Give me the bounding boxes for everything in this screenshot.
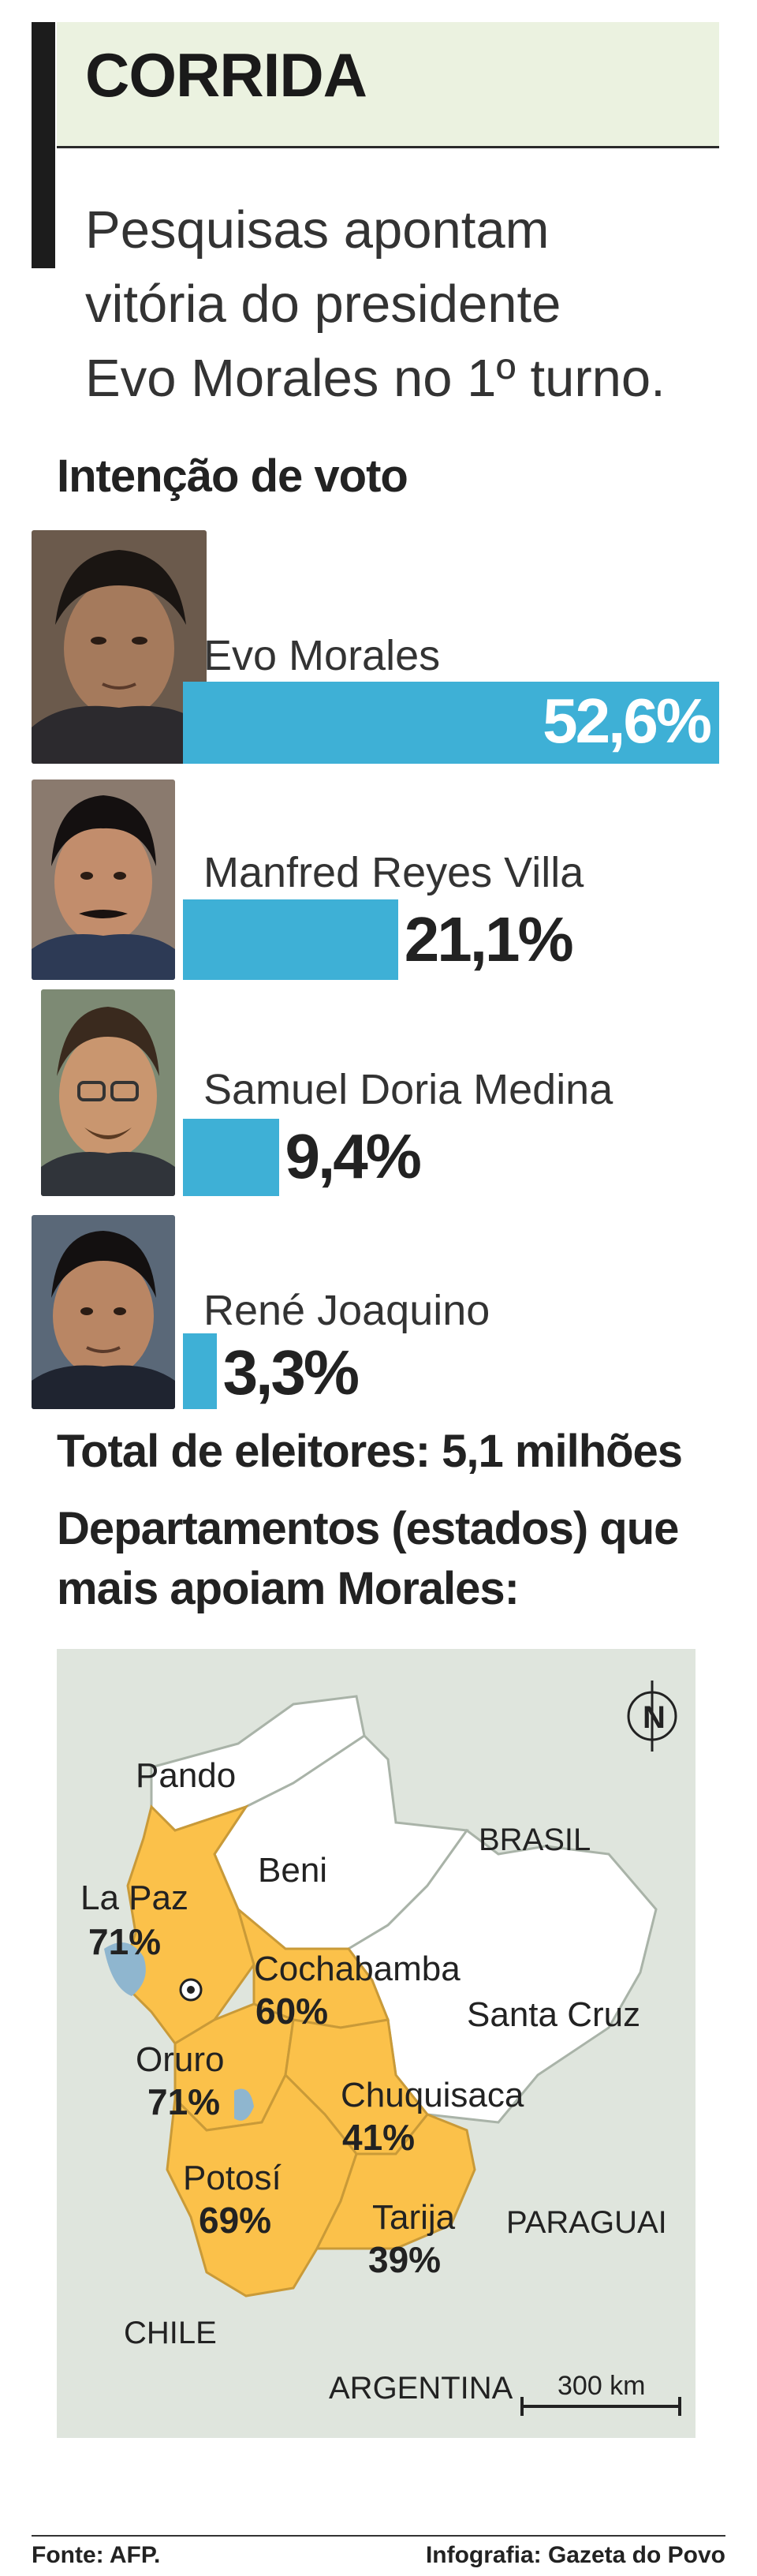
candidate-photo-manfred-reyes-villa: [32, 780, 175, 980]
vote-bar-samuel-doria-medina: [183, 1119, 279, 1196]
map-label-la-paz: La Paz: [80, 1879, 188, 1917]
candidate-photo-evo-morales: [32, 530, 207, 764]
map-label-oruro: Oruro: [136, 2040, 224, 2079]
candidate-name: Manfred Reyes Villa: [203, 849, 584, 896]
map-pct-potosi: 69%: [199, 2200, 271, 2241]
vote-section-title: Intenção de voto: [57, 451, 408, 502]
vote-bar-evo-morales: [183, 682, 719, 764]
candidate-name: René Joaquino: [203, 1287, 490, 1334]
vote-percent-label: 21,1%: [404, 904, 574, 974]
compass-label: N: [643, 1700, 666, 1735]
subtitle-line: Pesquisas apontam: [85, 200, 550, 260]
page-title: CORRIDA: [85, 40, 367, 110]
scale-label: 300 km: [557, 2371, 646, 2401]
vote-bar-manfred-reyes-villa: [183, 899, 398, 980]
lake-titicaca: [104, 1942, 146, 1996]
footer-credit: Infografia: Gazeta do Povo: [425, 2542, 725, 2568]
vote-percent-label: 3,3%: [222, 1337, 360, 1408]
header-background: [57, 22, 719, 148]
map-label-brasil: BRASIL: [479, 1823, 591, 1857]
vote-percent-label: 9,4%: [285, 1121, 422, 1191]
vote-percent-label: 52,6%: [543, 686, 712, 756]
map-label-potosi: Potosí: [183, 2159, 282, 2197]
vote-bar-rene-joaquino: [183, 1333, 217, 1409]
map-pct-oruro: 71%: [147, 2081, 220, 2122]
map-pct-tarija: 39%: [368, 2239, 441, 2280]
map-region-tarija: [315, 2113, 476, 2250]
candidate-photo-samuel-doria-medina: [41, 989, 175, 1196]
subtitle-line: Evo Morales no 1º turno.: [85, 349, 666, 408]
lake-poopo: [234, 2088, 254, 2121]
map-label-paraguai: PARAGUAI: [506, 2205, 667, 2240]
map-label-chile: CHILE: [124, 2316, 217, 2350]
map-label-argentina: ARGENTINA: [329, 2371, 513, 2406]
map-section-title: Departamentos (estados) que mais apoiam …: [57, 1499, 679, 1619]
subtitle-line: vitória do presidente: [85, 275, 561, 334]
map-pct-cochabamba: 60%: [255, 1991, 328, 2032]
candidate-name: Samuel Doria Medina: [203, 1066, 613, 1113]
map-pct-chuquisaca: 41%: [342, 2117, 415, 2158]
map-label-chuquisaca: Chuquisaca: [341, 2076, 524, 2114]
candidate-photo-rene-joaquino: [32, 1215, 175, 1409]
map-title-line: mais apoiam Morales:: [57, 1563, 520, 1614]
header-accent-bar: [32, 22, 55, 268]
footer-source: Fonte: AFP.: [32, 2542, 161, 2568]
map-label-tarija: Tarija: [372, 2198, 456, 2237]
map-label-cochabamba: Cochabamba: [254, 1950, 461, 1988]
header-divider: [57, 146, 719, 148]
total-voters: Total de eleitores: 5,1 milhões: [57, 1426, 683, 1477]
map-label-beni: Beni: [258, 1851, 327, 1890]
map-label-santa-cruz: Santa Cruz: [467, 1995, 640, 2034]
map-label-pando: Pando: [136, 1756, 236, 1795]
scale-bar: 300 km: [520, 2371, 681, 2416]
page-subtitle: Pesquisas apontam vitória do presidente …: [85, 193, 732, 416]
bolivia-map: N Pando Beni Santa Cruz La Paz 71% Cocha…: [57, 1649, 695, 2442]
map-title-line: Departamentos (estados) que: [57, 1503, 679, 1554]
compass-icon: N: [627, 1681, 677, 1752]
map-pct-la-paz: 71%: [88, 1921, 161, 1962]
candidate-name: Evo Morales: [203, 632, 441, 679]
footer-divider: [32, 2535, 725, 2537]
